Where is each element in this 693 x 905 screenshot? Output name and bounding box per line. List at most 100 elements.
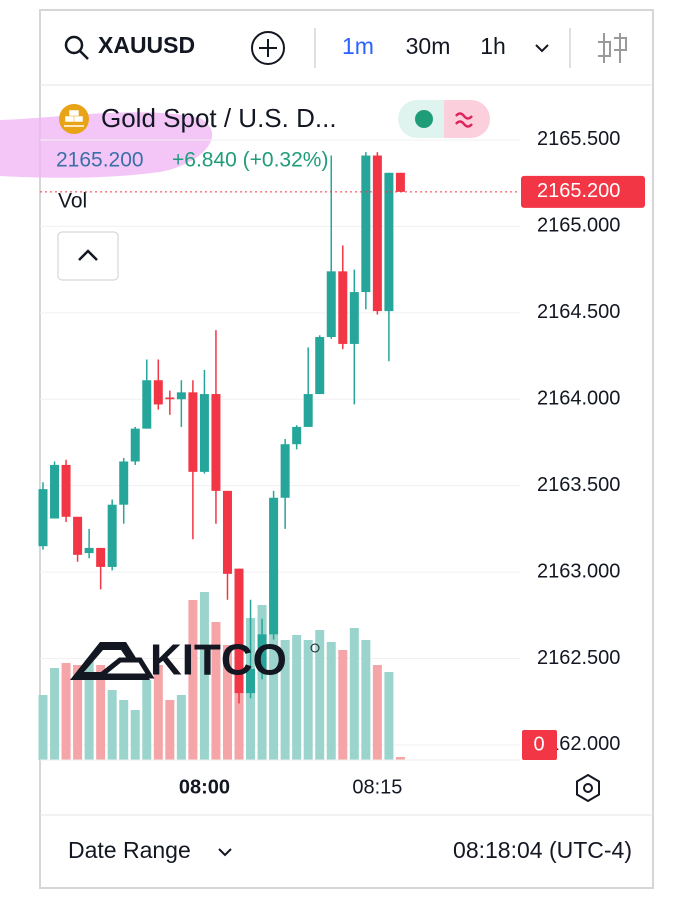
registered-mark <box>310 643 320 653</box>
volume-bar <box>130 710 140 760</box>
volume-bar <box>50 668 60 760</box>
highlight-mark <box>0 112 213 178</box>
interval[interactable]: 1m <box>342 33 374 59</box>
volume-bar <box>257 605 267 760</box>
x-tick-label: 08:00 <box>179 776 230 798</box>
volume-bar <box>211 622 221 760</box>
watermark-logo <box>92 657 155 679</box>
candle-body <box>326 271 336 338</box>
candle-body <box>153 380 163 405</box>
volume-bar <box>315 630 325 760</box>
watermark-logo <box>70 642 150 680</box>
interval[interactable]: 30m <box>406 33 451 59</box>
volume-bar <box>176 695 186 760</box>
collapse-button[interactable] <box>57 231 119 281</box>
candle-body <box>73 516 83 555</box>
volume-bar <box>142 680 152 760</box>
candle-body <box>50 464 60 519</box>
candle-body <box>61 464 71 517</box>
candle-body <box>165 397 175 400</box>
candle-body <box>372 155 382 312</box>
candle-body <box>361 155 371 293</box>
legend-price: 2165.200 <box>56 149 144 172</box>
gold-icon <box>59 104 89 134</box>
settings-icon[interactable] <box>576 773 600 803</box>
y-tick-label: 2165.500 <box>537 128 620 150</box>
interval[interactable]: 1h <box>480 33 506 59</box>
y-tick-label: 2162.500 <box>537 647 620 669</box>
search-icon[interactable] <box>64 35 84 55</box>
volume-bar <box>73 665 83 760</box>
y-tick-label: 2163.000 <box>537 560 620 582</box>
countdown-label: 0 <box>533 733 544 755</box>
candle-body <box>188 392 198 472</box>
date-range[interactable]: Date Range <box>68 837 191 863</box>
y-tick-label: 2164.500 <box>537 301 620 323</box>
candle-body <box>176 392 186 400</box>
plot-area <box>38 139 520 760</box>
candle-body <box>280 444 290 498</box>
volume-bar <box>280 640 290 760</box>
interval-menu[interactable] <box>535 44 549 53</box>
settings-icon-core <box>583 783 593 793</box>
watermark: KITCO <box>70 636 320 685</box>
volume-bar <box>395 757 405 760</box>
candle-body <box>119 461 129 505</box>
volume-bar <box>292 635 302 760</box>
y-tick-label: 2164.000 <box>537 388 620 410</box>
add-icon <box>259 39 277 57</box>
y-tick-label: 2165.000 <box>537 215 620 237</box>
add-button[interactable] <box>251 31 285 65</box>
collapse-icon <box>78 249 98 261</box>
volume-bar <box>303 640 313 760</box>
x-tick-label: 08:15 <box>352 776 402 798</box>
volume-label: Vol <box>58 190 87 213</box>
legend-change: +6.840 (+0.32%) <box>172 149 328 172</box>
volume-bar <box>165 700 175 760</box>
volume-bar <box>372 665 382 760</box>
volume-bar <box>338 650 348 760</box>
last-price-tag <box>521 175 645 208</box>
candle-body <box>211 394 221 491</box>
candle-body <box>338 271 348 344</box>
candle-body <box>222 490 232 574</box>
candle-body <box>303 394 313 427</box>
last-price-label: 2165.200 <box>537 180 620 202</box>
volume-bar <box>61 663 71 760</box>
candle-body <box>107 504 117 567</box>
candle-body <box>349 292 359 344</box>
candle-body <box>199 394 209 472</box>
volume-bar <box>96 665 106 760</box>
volume-bar <box>199 592 209 760</box>
candle-body <box>269 497 279 635</box>
volume-bar <box>361 640 371 760</box>
volume-bar <box>269 570 279 760</box>
candle-body <box>84 547 94 554</box>
volume-bar <box>119 700 129 760</box>
search-icon-handle <box>79 50 89 60</box>
candle-body <box>130 428 140 462</box>
volume-bar <box>107 690 117 760</box>
y-tick-label: 2162.000 <box>537 733 620 755</box>
clock: 08:18:04 (UTC-4) <box>453 837 632 863</box>
candle-body <box>96 547 106 567</box>
instrument-title: Gold Spot / U.S. D... <box>101 103 337 133</box>
volume-bar <box>349 628 359 760</box>
candle-body <box>38 489 48 547</box>
volume-bar <box>222 645 232 760</box>
approx-icon <box>455 112 473 128</box>
candle-body <box>395 172 405 192</box>
volume-bar <box>153 665 163 760</box>
gold-icon-bars <box>64 110 84 127</box>
volume-bar <box>234 660 244 760</box>
volume-bar <box>384 672 394 760</box>
candle-body <box>257 634 267 669</box>
symbol[interactable]: XAUUSD <box>98 32 195 58</box>
chart-type-icon[interactable] <box>598 33 627 63</box>
watermark-text: KITCO <box>150 636 287 685</box>
volume-bar <box>188 600 198 760</box>
candle-body <box>292 426 302 445</box>
countdown-badge <box>522 730 557 760</box>
